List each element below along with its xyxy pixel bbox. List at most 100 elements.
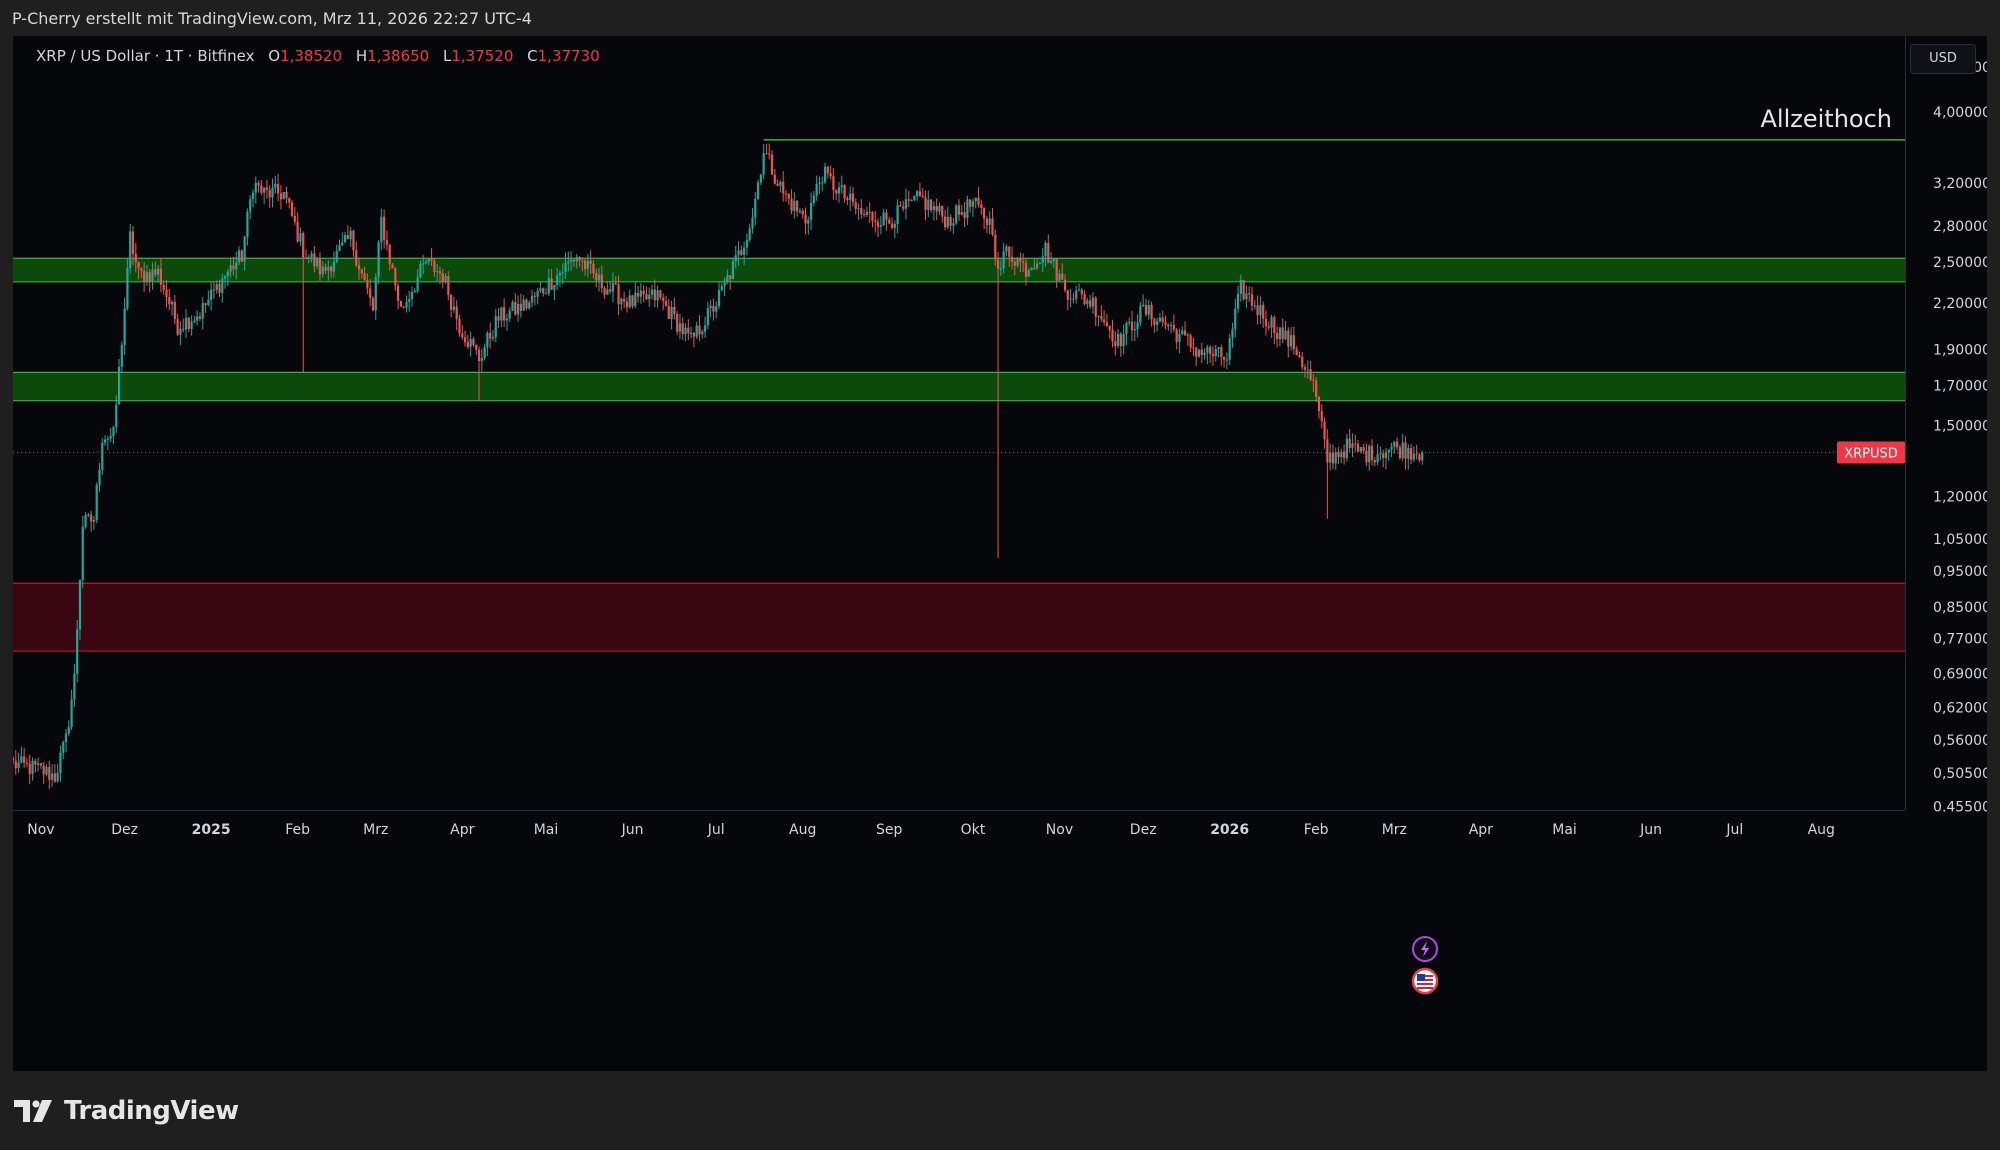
zone-green-1: [13, 372, 1905, 401]
candle: [871, 211, 874, 228]
candle-body: [310, 253, 313, 257]
candle-body: [170, 301, 174, 305]
candle: [712, 298, 715, 321]
candle: [296, 212, 299, 243]
candle-body: [1337, 452, 1340, 457]
candle-body: [1412, 453, 1415, 460]
candle: [424, 258, 428, 265]
candle: [667, 299, 670, 320]
candle-body: [589, 260, 592, 264]
candle: [1100, 305, 1103, 323]
candle-body: [745, 240, 749, 248]
candle-body: [422, 263, 425, 265]
candle-body: [355, 250, 358, 266]
candle: [193, 315, 196, 323]
candle: [78, 579, 82, 640]
chart-area[interactable]: Allzeithoch3,66368XRPUSD1,37730 0.455000…: [13, 36, 1987, 1071]
candle: [1342, 444, 1346, 465]
candle-body: [801, 210, 804, 215]
candle: [299, 227, 302, 246]
candle-body: [1259, 304, 1262, 316]
candle: [536, 287, 539, 305]
candle-body: [243, 237, 246, 262]
candle-body: [985, 218, 989, 225]
candle: [1111, 319, 1114, 348]
candle: [751, 208, 754, 234]
candle: [385, 230, 389, 251]
brand-name: TradingView: [64, 1096, 239, 1126]
candle-body: [1365, 450, 1368, 463]
candle: [50, 764, 54, 787]
candle-body: [1407, 448, 1410, 459]
candle-body: [634, 292, 637, 307]
candlestick-chart[interactable]: Allzeithoch3,66368XRPUSD1,37730 0.455000…: [13, 36, 1987, 1071]
candle-body: [556, 275, 559, 286]
symbol-label[interactable]: XRP / US Dollar · 1T · Bitfinex: [36, 47, 255, 65]
candle: [151, 262, 154, 290]
candle-body: [143, 270, 146, 282]
candle: [1175, 327, 1178, 350]
candle-body: [282, 191, 285, 200]
x-tick-label: Dez: [1130, 822, 1157, 838]
candle-body: [812, 195, 815, 203]
candle: [1309, 360, 1312, 382]
candle-body: [804, 214, 807, 224]
candle-body: [1292, 335, 1295, 350]
candle: [857, 203, 860, 220]
candle: [516, 295, 520, 322]
candle-body: [363, 273, 366, 281]
candle: [642, 285, 645, 303]
candle: [14, 750, 17, 775]
candle-body: [1058, 273, 1061, 281]
candle-body: [1005, 246, 1008, 252]
candle-body: [988, 218, 991, 225]
candle-body: [1340, 451, 1343, 457]
candle-body: [826, 166, 829, 174]
candle-body: [1356, 443, 1360, 452]
candle: [614, 276, 617, 286]
candle-body: [955, 205, 958, 224]
candle: [201, 297, 204, 330]
candle-body: [1075, 290, 1078, 299]
candle-body: [1161, 317, 1164, 323]
flag-canton: [1417, 974, 1426, 981]
candle: [176, 313, 179, 337]
candle: [396, 283, 400, 310]
candle-body: [480, 357, 483, 362]
candle: [330, 264, 333, 279]
y-tick-label: 0,69000: [1933, 666, 1987, 682]
candle-body: [1036, 263, 1039, 269]
zone-red-2: [13, 583, 1905, 652]
candle-body: [687, 327, 690, 334]
candle: [932, 201, 935, 221]
candle-body: [1061, 273, 1064, 280]
candle-body: [1164, 322, 1167, 325]
candle: [282, 191, 285, 200]
candle-body: [1253, 305, 1256, 307]
candle: [293, 207, 296, 225]
candle: [1077, 283, 1081, 291]
candle-body: [1289, 335, 1293, 347]
candle: [285, 186, 288, 204]
candle: [832, 168, 835, 200]
candle: [355, 241, 358, 268]
candle: [497, 307, 500, 329]
candle-body: [673, 306, 676, 314]
candle: [974, 197, 977, 209]
candle: [1206, 344, 1209, 364]
candle-body: [664, 300, 668, 306]
candle: [1091, 292, 1095, 314]
candle-body: [983, 207, 986, 219]
currency-selector[interactable]: USD: [1910, 44, 1976, 74]
candle: [62, 740, 65, 760]
candle: [1153, 317, 1156, 333]
candle: [366, 273, 369, 295]
candle: [76, 620, 79, 683]
candle: [1189, 333, 1192, 353]
candle: [140, 267, 143, 279]
candle: [70, 689, 73, 731]
candle-body: [863, 214, 866, 216]
y-tick-label: 1,70000: [1933, 378, 1987, 394]
candle-body: [304, 257, 308, 259]
candle: [357, 257, 361, 280]
